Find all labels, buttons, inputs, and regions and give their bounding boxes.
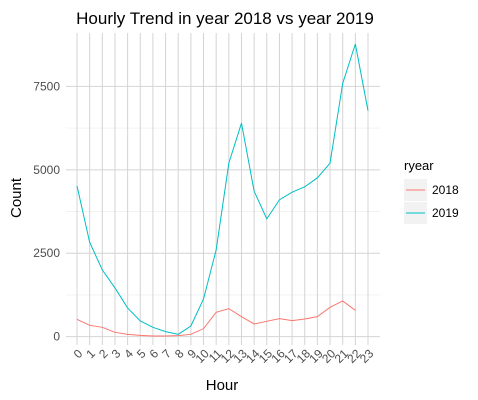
y-tick-label: 5000 bbox=[33, 163, 60, 177]
x-tick-label: 23 bbox=[357, 346, 377, 366]
legend-label-2019: 2019 bbox=[432, 206, 459, 220]
x-tick-label: 3 bbox=[109, 346, 124, 361]
x-tick-label: 7 bbox=[159, 346, 174, 361]
y-tick-label: 0 bbox=[53, 330, 60, 344]
series-lines bbox=[76, 43, 369, 337]
series-line-2018 bbox=[76, 300, 356, 337]
x-tick-label: 8 bbox=[172, 346, 187, 361]
x-tick-label: 1 bbox=[83, 346, 98, 361]
x-tick-label: 6 bbox=[147, 346, 162, 361]
legend-label-2018: 2018 bbox=[432, 183, 459, 197]
chart-title: Hourly Trend in year 2018 vs year 2019 bbox=[76, 9, 374, 28]
y-axis-ticks: 0 2500 5000 7500 bbox=[33, 79, 60, 343]
y-tick-label: 2500 bbox=[33, 246, 60, 260]
series-line-2019 bbox=[76, 43, 369, 335]
x-tick-label: 2 bbox=[96, 346, 111, 361]
legend-title: ryear bbox=[404, 158, 434, 173]
x-tick-label: 4 bbox=[121, 346, 136, 361]
legend: ryear 2018 2019 bbox=[404, 158, 459, 224]
x-tick-label: 5 bbox=[134, 346, 149, 361]
x-axis-label: Hour bbox=[206, 377, 239, 394]
y-axis-label: Count bbox=[8, 177, 25, 218]
y-tick-label: 7500 bbox=[33, 79, 60, 93]
grid-lines bbox=[66, 33, 380, 345]
x-tick-label: 0 bbox=[71, 346, 86, 361]
